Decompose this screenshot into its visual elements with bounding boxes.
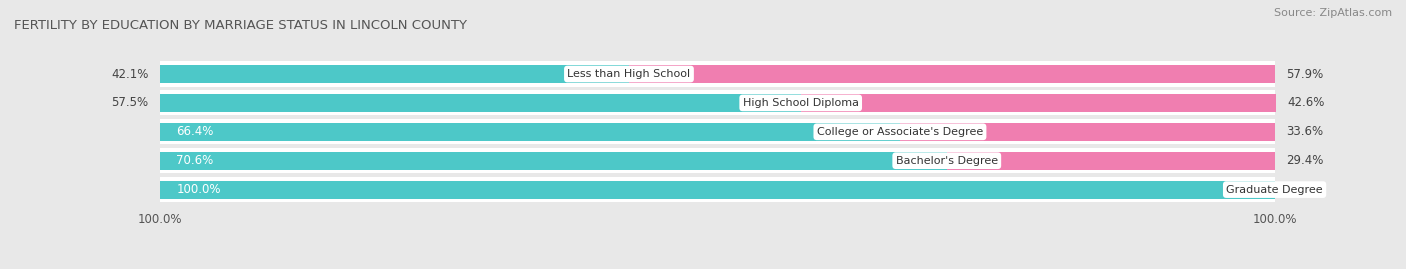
Bar [159, 181, 1275, 199]
Text: FERTILITY BY EDUCATION BY MARRIAGE STATUS IN LINCOLN COUNTY: FERTILITY BY EDUCATION BY MARRIAGE STATU… [14, 19, 467, 32]
Text: Source: ZipAtlas.com: Source: ZipAtlas.com [1274, 8, 1392, 18]
Bar [159, 65, 628, 83]
Text: 42.6%: 42.6% [1286, 96, 1324, 109]
Text: High School Diploma: High School Diploma [742, 98, 859, 108]
Bar [946, 152, 1275, 170]
Bar [159, 119, 1275, 144]
Text: College or Associate's Degree: College or Associate's Degree [817, 127, 983, 137]
Bar [159, 90, 1275, 115]
Bar [159, 94, 800, 112]
Text: Graduate Degree: Graduate Degree [1226, 185, 1323, 194]
Bar [159, 152, 946, 170]
Text: 29.4%: 29.4% [1285, 154, 1323, 167]
Text: 57.9%: 57.9% [1285, 68, 1323, 80]
Bar [159, 123, 900, 141]
Text: 57.5%: 57.5% [111, 96, 149, 109]
Bar [159, 177, 1275, 202]
Text: 66.4%: 66.4% [176, 125, 214, 138]
Text: 100.0%: 100.0% [176, 183, 221, 196]
Bar [900, 123, 1275, 141]
Text: 70.6%: 70.6% [176, 154, 214, 167]
Text: 33.6%: 33.6% [1285, 125, 1323, 138]
Text: 42.1%: 42.1% [111, 68, 149, 80]
Bar [800, 94, 1275, 112]
Text: Bachelor's Degree: Bachelor's Degree [896, 156, 998, 166]
Bar [159, 148, 1275, 173]
Bar [628, 65, 1275, 83]
Bar [159, 61, 1275, 87]
Text: 0.0%: 0.0% [1285, 183, 1316, 196]
Text: Less than High School: Less than High School [568, 69, 690, 79]
